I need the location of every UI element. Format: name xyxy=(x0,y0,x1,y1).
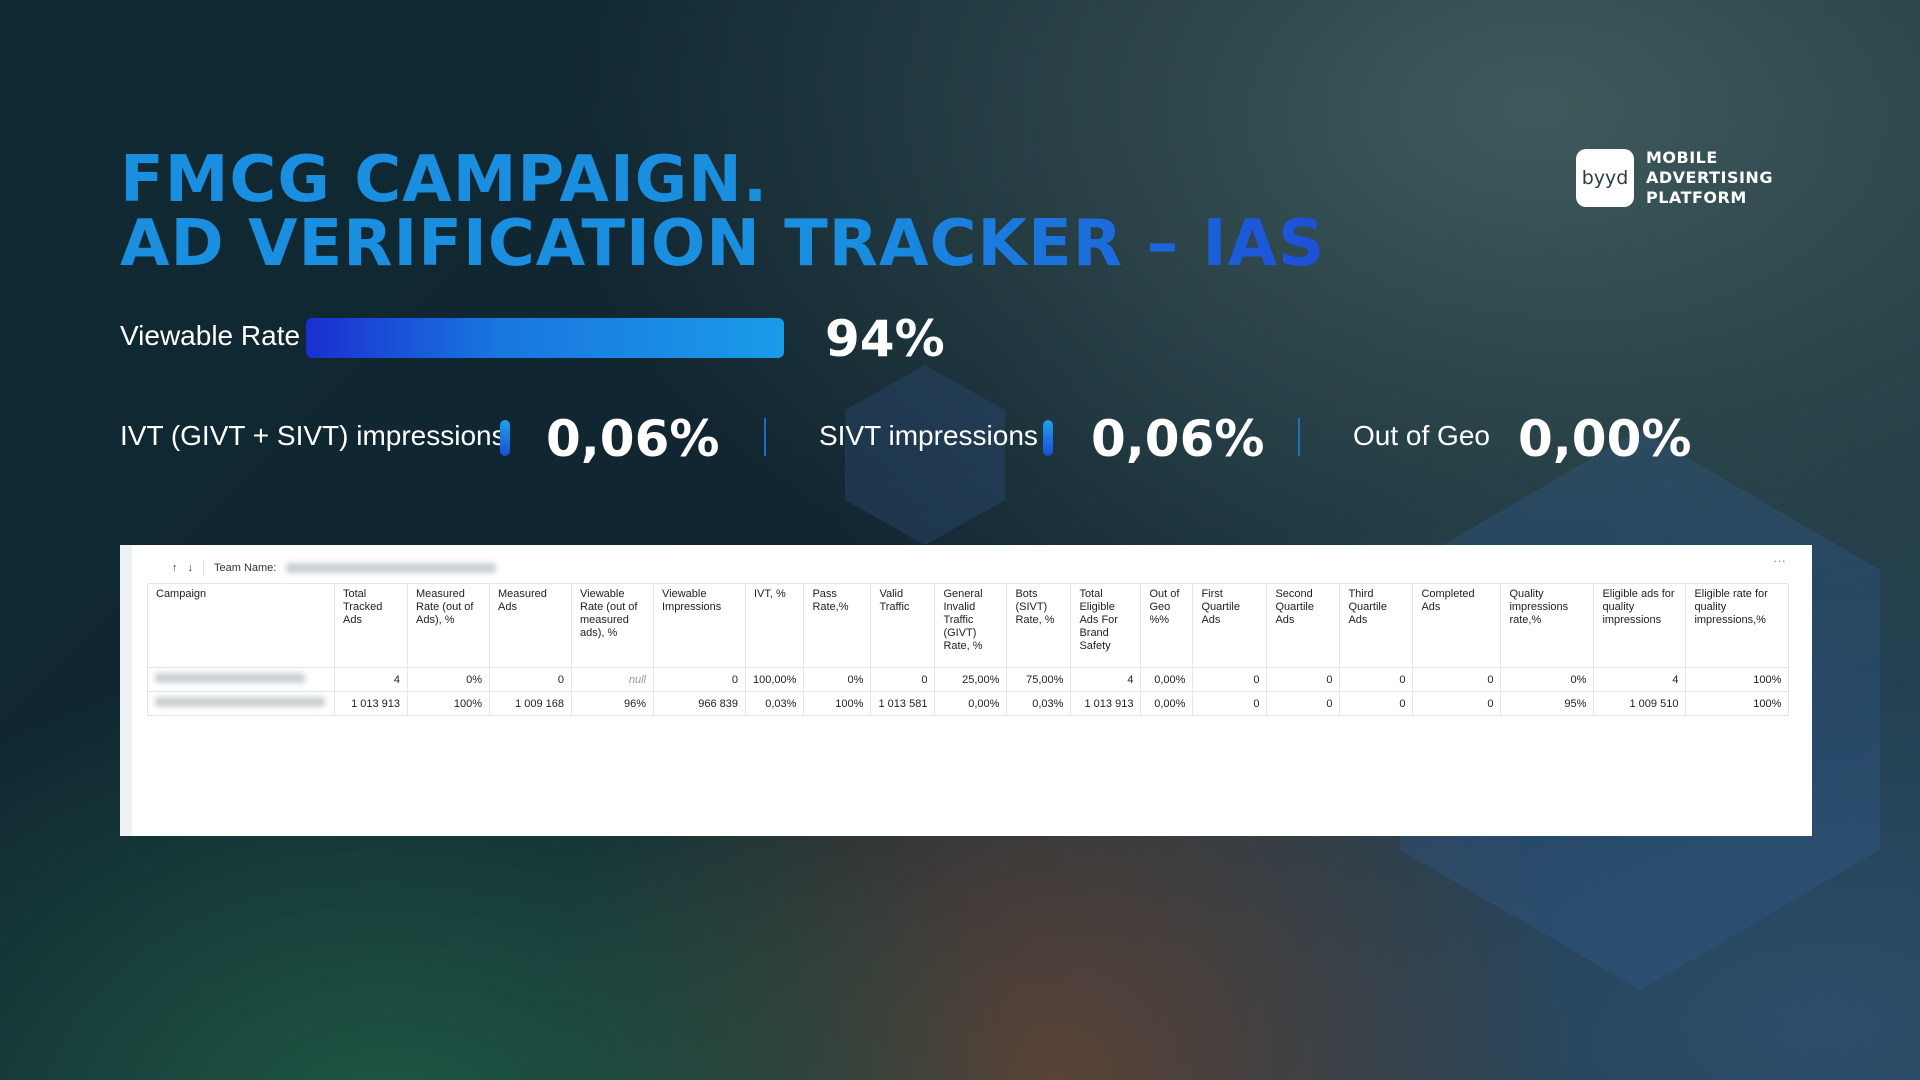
ivt-value: 0,06% xyxy=(546,410,720,468)
table-cell: 0 xyxy=(1266,691,1341,716)
column-header[interactable]: Completed Ads xyxy=(1412,583,1502,668)
column-header[interactable]: Viewable Impressions xyxy=(653,583,746,668)
toolbar-separator xyxy=(203,560,204,576)
column-header[interactable]: Valid Traffic xyxy=(870,583,936,668)
tagline-2: ADVERTISING xyxy=(1646,168,1773,187)
table-cell: 1 013 913 xyxy=(1070,691,1142,716)
out-of-geo-value: 0,00% xyxy=(1518,410,1692,468)
table-cell: 4 xyxy=(1070,667,1142,692)
tagline-3: PLATFORM xyxy=(1646,188,1747,207)
table-cell: 4 xyxy=(1593,667,1687,692)
table-cell: 100% xyxy=(1685,667,1790,692)
title-line-1: FMCG CAMPAIGN. xyxy=(120,143,769,217)
table-cell: 0 xyxy=(1192,691,1268,716)
table-cell: 0 xyxy=(1412,667,1502,692)
column-header[interactable]: Third Quartile Ads xyxy=(1339,583,1414,668)
column-header[interactable]: Eligible rate for quality impressions,% xyxy=(1685,583,1790,668)
table-cell: 96% xyxy=(571,691,654,716)
column-header[interactable]: Total Tracked Ads xyxy=(334,583,408,668)
table-cell: 966 839 xyxy=(653,691,746,716)
report-table-panel: ↑ ↓ Team Name: ··· Campaign Total Tracked… xyxy=(120,545,1812,836)
page-title: FMCG CAMPAIGN. AD VERIFICATION TRACKER –… xyxy=(120,148,1325,276)
ivt-indicator xyxy=(500,420,510,456)
table-cell: 4 xyxy=(334,667,408,692)
viewable-rate-label: Viewable Rate xyxy=(120,320,301,351)
table-cell: 100% xyxy=(407,691,490,716)
table-cell: 0 xyxy=(653,667,746,692)
sort-up-icon[interactable]: ↑ xyxy=(172,562,178,574)
table-cell: 75,00% xyxy=(1006,667,1072,692)
redacted-text xyxy=(155,673,305,683)
table-cell: 0,00% xyxy=(1140,691,1194,716)
logo-tagline: MOBILE ADVERTISING PLATFORM xyxy=(1646,148,1773,208)
table-cell: 0 xyxy=(1266,667,1341,692)
table-cell: 1 013 913 xyxy=(334,691,408,716)
table-cell: 25,00% xyxy=(934,667,1008,692)
campaign-name-redacted xyxy=(147,691,335,716)
column-header[interactable]: Viewable Rate (out of measured ads), % xyxy=(571,583,654,668)
column-header[interactable]: Campaign xyxy=(147,583,335,668)
table-cell: 100% xyxy=(1685,691,1790,716)
tagline-1: MOBILE xyxy=(1646,148,1718,167)
table-cell: 0 xyxy=(1339,691,1414,716)
table-cell: 1 013 581 xyxy=(870,691,936,716)
campaign-name-redacted xyxy=(147,667,335,692)
table-cell: 100% xyxy=(803,691,872,716)
column-header[interactable]: Second Quartile Ads xyxy=(1266,583,1341,668)
table-cell: 0% xyxy=(803,667,872,692)
table-cell: 1 009 168 xyxy=(489,691,572,716)
column-header[interactable]: First Quartile Ads xyxy=(1192,583,1268,668)
table-cell: 0,03% xyxy=(1006,691,1072,716)
column-header[interactable]: Out of Geo %% xyxy=(1140,583,1194,668)
table-cell: 0 xyxy=(1412,691,1502,716)
table-cell: null xyxy=(571,667,654,692)
team-name-value-redacted xyxy=(286,563,497,573)
table-cell: 95% xyxy=(1500,691,1595,716)
divider xyxy=(764,418,766,456)
sivt-value: 0,06% xyxy=(1091,410,1265,468)
column-header[interactable]: Measured Ads xyxy=(489,583,572,668)
report-table: Campaign Total Tracked Ads Measured Rate (… xyxy=(147,583,1790,716)
column-header[interactable]: Eligible ads for quality impressions xyxy=(1593,583,1687,668)
column-header[interactable]: Measured Rate (out of Ads), % xyxy=(407,583,490,668)
table-cell: 1 009 510 xyxy=(1593,691,1687,716)
table-cell: 0 xyxy=(1192,667,1268,692)
table-cell: 100,00% xyxy=(744,667,805,692)
table-row[interactable]: 1 013 913 100% 1 009 168 96% 966 839 0,03% 100… xyxy=(147,691,1790,716)
viewable-rate-bar xyxy=(306,318,784,358)
column-header[interactable]: General Invalid Traffic (GIVT) Rate, % xyxy=(934,583,1008,668)
byyd-logo: byyd MOBILE ADVERTISING PLATFORM xyxy=(1576,148,1773,208)
team-name-label: Team Name: xyxy=(214,562,277,574)
background-hexagon xyxy=(845,365,1005,545)
redacted-text xyxy=(155,697,325,707)
column-header[interactable]: Bots (SIVT) Rate, % xyxy=(1006,583,1072,668)
table-toolbar: ↑ ↓ Team Name: xyxy=(172,560,497,576)
table-cell: 0 xyxy=(870,667,936,692)
table-cell: 0,00% xyxy=(934,691,1008,716)
column-header[interactable]: Quality impressions rate,% xyxy=(1500,583,1595,668)
table-cell: 0,03% xyxy=(744,691,805,716)
table-cell: 0 xyxy=(1339,667,1414,692)
table-cell: 0% xyxy=(1500,667,1595,692)
ivt-label: IVT (GIVT + SIVT) impressions xyxy=(120,420,506,451)
column-header[interactable]: Total Eligible Ads For Brand Safety xyxy=(1070,583,1142,668)
sort-down-icon[interactable]: ↓ xyxy=(187,562,194,574)
column-header[interactable]: IVT, % xyxy=(744,583,805,668)
table-cell: 0,00% xyxy=(1140,667,1194,692)
column-header[interactable]: Pass Rate,% xyxy=(803,583,872,668)
table-row[interactable]: 4 0% 0 null 0 100,00% 0% 0 25,00% 75,00% 4 0,00% 0 0 0… xyxy=(147,667,1790,692)
sivt-label: SIVT impressions xyxy=(819,420,1038,451)
table-cell: 0% xyxy=(407,667,490,692)
more-options-icon[interactable]: ··· xyxy=(1773,553,1786,568)
divider xyxy=(1298,418,1300,456)
title-line-2: AD VERIFICATION TRACKER – IAS xyxy=(120,207,1326,281)
logo-mark: byyd xyxy=(1576,149,1634,207)
out-of-geo-label: Out of Geo xyxy=(1353,420,1490,451)
table-cell: 0 xyxy=(489,667,572,692)
sivt-indicator xyxy=(1043,420,1053,456)
viewable-rate-value: 94% xyxy=(825,310,945,368)
